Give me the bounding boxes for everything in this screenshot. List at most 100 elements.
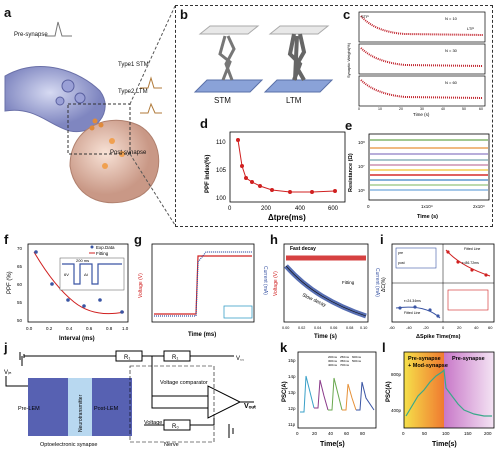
- panel-e-chart: Resistance (Ω) Time (s) 0 1x10⁴ 2x10⁴ 10…: [348, 133, 490, 220]
- d-point: [240, 164, 244, 168]
- f-point: [34, 250, 38, 254]
- f-xtick: 0.6: [86, 326, 93, 331]
- k-legend-item: 300ms: [328, 359, 338, 363]
- stp-label: STP: [361, 14, 369, 19]
- k-xtick: 0: [296, 431, 299, 436]
- d-xtick: 200: [261, 206, 272, 212]
- panel-b-filament-illustration: [193, 25, 334, 93]
- i-fitted-blue: Fitted Line: [404, 311, 420, 315]
- opto-synapse-label: Optoelectronic synapse: [40, 442, 97, 448]
- f-xtick: 0.0: [26, 326, 33, 331]
- n10-label: N = 10: [445, 16, 458, 21]
- h-ylabel-left: Voltage (V): [273, 271, 279, 296]
- k-legend-item: 350ms: [340, 359, 350, 363]
- stm-label: STM: [214, 96, 231, 105]
- vout-label: Vₒᵤₜ: [244, 403, 256, 410]
- l-pre-synapse-2: Pre-synapse: [452, 356, 485, 362]
- l-ytick: 800p: [391, 372, 402, 377]
- panel-h-chart: Fast decay Slow decay Fitting Voltage (V…: [273, 243, 380, 340]
- f-xtick: 0.2: [46, 326, 53, 331]
- panel-c-chart: STP LTP N = 10 N = 30 N = 60 Synaptic We…: [346, 11, 486, 117]
- h-xtick: 0.00: [282, 326, 289, 330]
- g-xlabel: Time (ms): [188, 332, 216, 338]
- h-xtick: 0.02: [298, 326, 305, 330]
- c-xtick: 50: [462, 107, 466, 111]
- panel-d-label: d: [200, 116, 208, 131]
- k-legend-item: 400ms: [328, 363, 338, 367]
- k-trace: [328, 377, 343, 411]
- f-xtick: 1.0: [122, 326, 129, 331]
- l-mod-synapse: + Mod-synapse: [408, 363, 448, 369]
- k-xlabel: Time(s): [320, 441, 345, 448]
- panel-i-label: i: [380, 232, 384, 247]
- i-xlabel: ΔSpike Time(ms): [416, 334, 461, 340]
- k-legend-item: 500ms: [352, 359, 362, 363]
- d-point: [310, 190, 314, 194]
- f-xtick: 0.4: [66, 326, 73, 331]
- panel-e-label: e: [345, 118, 353, 133]
- e-xlabel: Time (s): [417, 214, 438, 220]
- i-xtick: 60: [488, 325, 493, 330]
- d-point: [244, 176, 248, 180]
- inset-time: 200 ms: [76, 258, 89, 263]
- k-xtick: 60: [344, 431, 350, 436]
- g-ylabel-right: Current (mA): [262, 266, 268, 295]
- l-xtick: 50: [422, 431, 428, 436]
- tau2-label: τ=86.72ms: [462, 261, 479, 265]
- k-ytick: 14p: [288, 374, 296, 379]
- h-xtick: 0.04: [314, 326, 321, 330]
- h-xtick: 0.08: [346, 326, 353, 330]
- h-ylabel-right: Current (mA): [374, 268, 380, 297]
- post-lem-label: Post-LEM: [94, 406, 119, 412]
- panel-f-chart: 200 ms 6V Δt Exp.Data Fitting PPF (%) In…: [7, 243, 129, 342]
- l-xlabel: Time(s): [432, 441, 457, 448]
- d-xtick: 600: [328, 206, 339, 212]
- panel-g-label: g: [134, 232, 142, 247]
- n60-label: N = 60: [445, 80, 458, 85]
- k-ytick: 12p: [288, 406, 296, 411]
- panel-a-label: a: [4, 5, 12, 20]
- voltage-label: Voltage: [144, 420, 162, 426]
- i-xtick: 0: [442, 325, 445, 330]
- i-fitted-red: Fitted Line: [464, 247, 480, 251]
- n30-label: N = 30: [445, 48, 458, 53]
- post-synapse-label: Post-synapse: [110, 150, 147, 156]
- vcc-label: V꜀꜀: [236, 356, 244, 362]
- f-points: [34, 250, 124, 314]
- e-ylabel: Resistance (Ω): [348, 153, 354, 192]
- k-trace: [314, 379, 329, 411]
- k-ytick: 13p: [288, 390, 296, 395]
- f-legend-fit: Fitting: [96, 251, 109, 256]
- zoom-box: [175, 5, 493, 227]
- i-pre-label: pre: [398, 251, 403, 255]
- c-xtick: 40: [441, 107, 445, 111]
- pre-synapse-label: Pre-synapse: [14, 32, 48, 38]
- panel-g-chart: Voltage (V) Current (mA) Time (ms): [138, 243, 268, 338]
- e-ytick: 10⁶: [358, 188, 365, 193]
- i-xtick: 40: [474, 325, 479, 330]
- k-ytick: 15p: [288, 358, 296, 363]
- f-ytick: 65: [17, 264, 23, 269]
- panel-k-label: k: [280, 340, 288, 355]
- vin-label: Vᵢₙ: [4, 370, 12, 376]
- ltp-label: LTP: [467, 26, 474, 31]
- l-xtick: 0: [402, 431, 405, 436]
- pre-lem-label: Pre-LEM: [18, 406, 40, 412]
- k-legend-item: 250ms: [340, 355, 350, 359]
- r1b-label: R₁: [172, 355, 178, 361]
- f-point: [82, 304, 86, 308]
- h-xtick: 0.06: [330, 326, 337, 330]
- panel-j-circuit: Vᵢₙ Vₒᵤₜ V꜀꜀ R₁ R₁ R₀ Voltage comparator…: [4, 350, 256, 448]
- i-ylabel: ΔC(%): [381, 277, 387, 292]
- f-point: [66, 298, 70, 302]
- tau1-label: τ=24.34ms: [404, 299, 421, 303]
- k-trace: [356, 381, 375, 411]
- d-ticks: 0 200 400 600 100 105 110: [216, 140, 339, 212]
- l-xtick: 100: [442, 431, 450, 436]
- k-ticks: 0 20 40 60 80 11p 12p 13p 14p 15p: [288, 358, 366, 436]
- e-ytick: 10⁷: [358, 164, 365, 169]
- c-xtick: 60: [479, 107, 483, 111]
- c-xtick: 30: [420, 107, 424, 111]
- l-ticks: 0 50 100 150 200 400p 800p: [391, 372, 492, 436]
- panel-j-label: j: [4, 340, 8, 355]
